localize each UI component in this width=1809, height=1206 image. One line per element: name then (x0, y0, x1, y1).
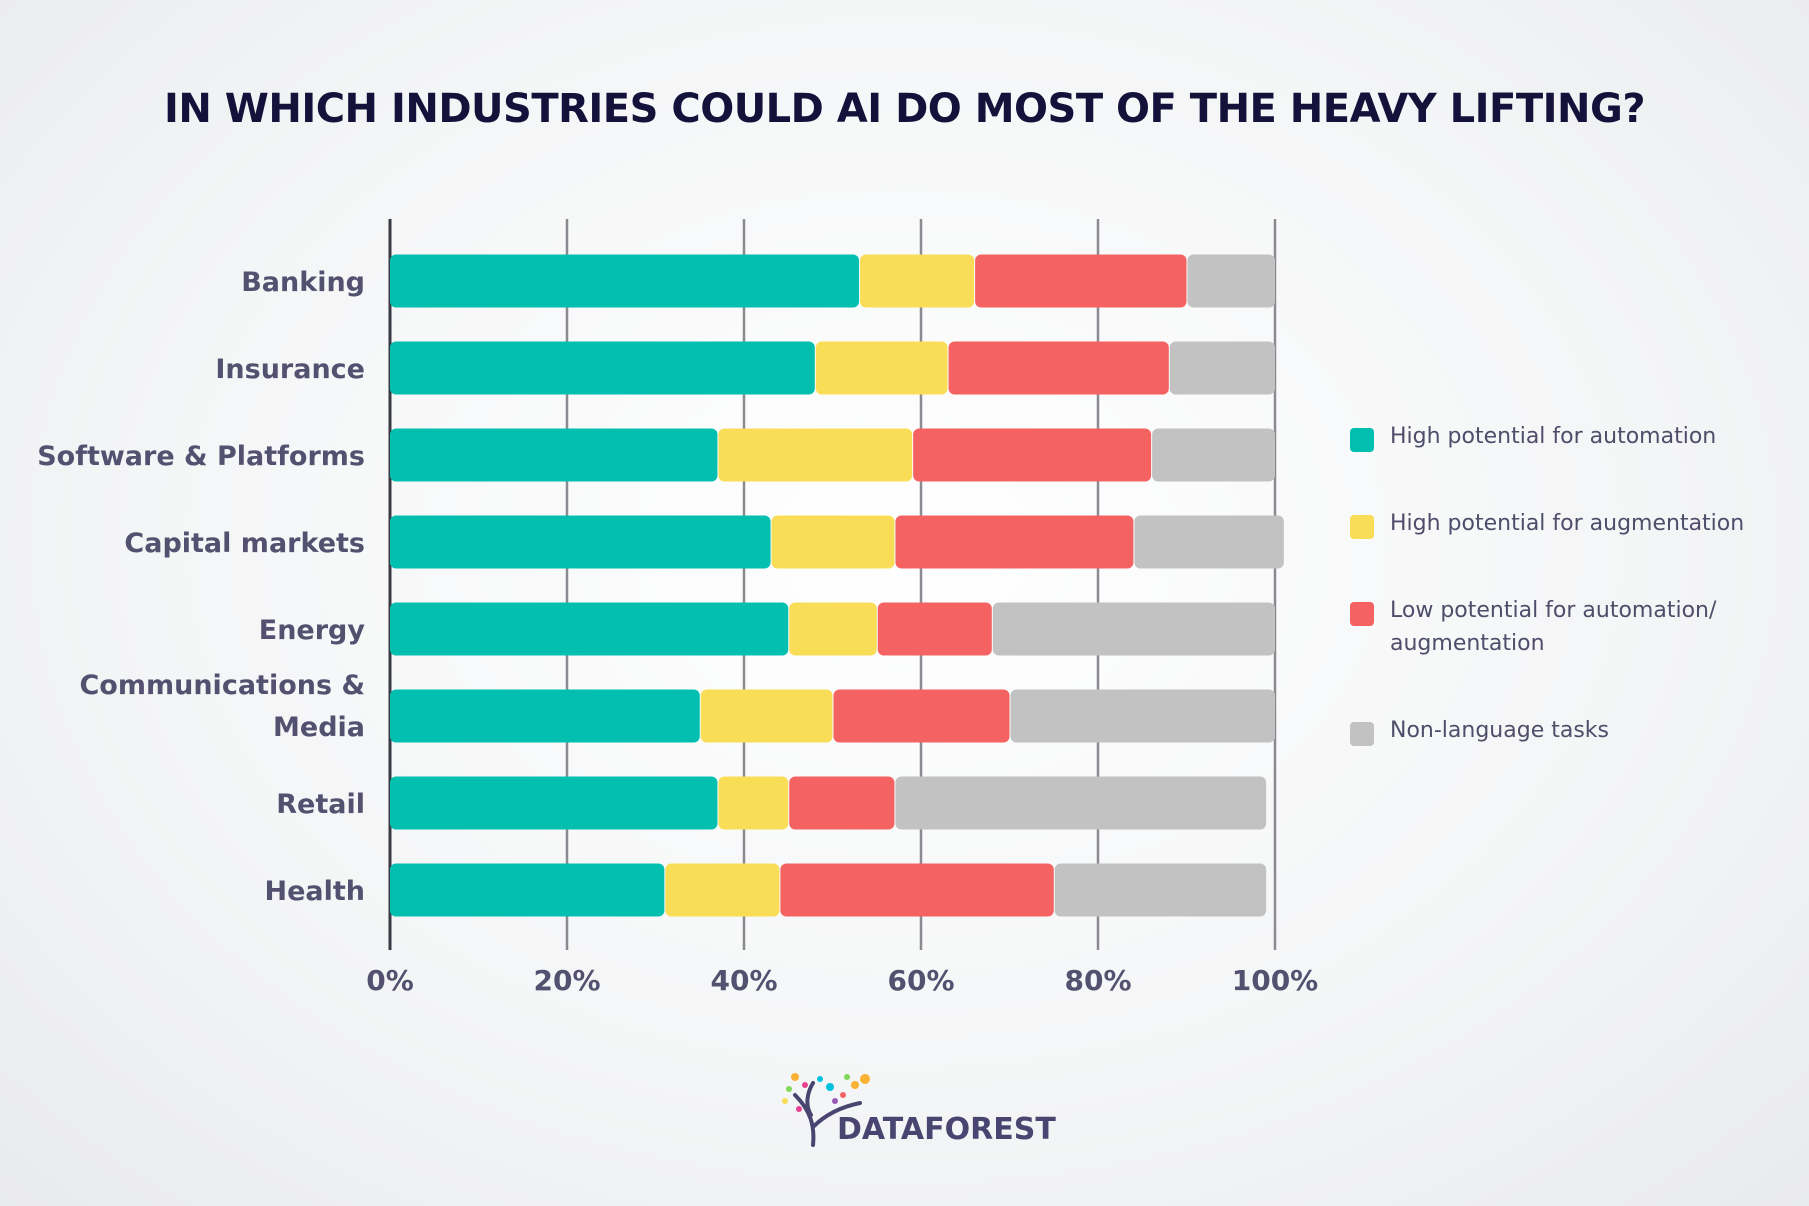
bar-segment (390, 776, 718, 830)
legend-item-non-language: Non-language tasks (1350, 714, 1770, 747)
bar-segment (789, 776, 895, 830)
category-label: Capital markets (124, 528, 365, 559)
bar-segment (948, 341, 1169, 395)
x-tick-label: 0% (366, 964, 414, 997)
bar-segment (665, 863, 780, 917)
bar-segment (700, 689, 833, 743)
bar-segment (718, 776, 789, 830)
bar-segment (895, 515, 1134, 569)
legend-swatch (1350, 602, 1374, 626)
bar-segment (390, 863, 665, 917)
legend-label: Non-language tasks (1390, 718, 1609, 743)
bar-segment (877, 602, 992, 656)
bar-segment (771, 515, 895, 569)
category-label: Communications & (79, 670, 365, 701)
legend-label: Low potential for automation/ augmentati… (1390, 598, 1717, 656)
legend-item-low-potential: Low potential for automation/ augmentati… (1350, 594, 1770, 660)
bar-segment (390, 428, 718, 482)
legend: High potential for automation High poten… (1350, 420, 1770, 801)
bar-segment (390, 341, 815, 395)
legend-swatch (1350, 515, 1374, 539)
category-label: Banking (241, 267, 365, 298)
category-label: Software & Platforms (37, 441, 365, 472)
bar-segment (913, 428, 1152, 482)
bar-segment (992, 602, 1275, 656)
bar-segment (815, 341, 948, 395)
bar-segment (1054, 863, 1267, 917)
logo-text: DATAFOREST (837, 1112, 1056, 1147)
bar-segment (1187, 254, 1275, 308)
x-tick-label: 80% (1064, 964, 1131, 997)
chart-title: IN WHICH INDUSTRIES COULD AI DO MOST OF … (163, 86, 1646, 132)
legend-item-automation: High potential for automation (1350, 420, 1770, 453)
bar-segment (780, 863, 1054, 917)
bar-segment (975, 254, 1187, 308)
legend-label: High potential for augmentation (1390, 511, 1745, 536)
category-label: Retail (276, 789, 365, 820)
dataforest-logo: DATAFOREST (775, 1065, 1056, 1155)
category-label: Health (264, 876, 365, 907)
bar-segment (833, 689, 1010, 743)
bar-segment (1169, 341, 1275, 395)
category-label: Energy (259, 615, 366, 646)
bar-segment (390, 254, 860, 308)
bar-segment (1010, 689, 1275, 743)
legend-swatch (1350, 722, 1374, 746)
bar-segment (895, 776, 1267, 830)
legend-swatch (1350, 428, 1374, 452)
legend-item-augmentation: High potential for augmentation (1350, 507, 1770, 540)
bar-segment (390, 689, 700, 743)
bar-segment (390, 515, 771, 569)
bar-segment (860, 254, 975, 308)
x-tick-label: 20% (533, 964, 600, 997)
bar-segment (718, 428, 913, 482)
bar-segment (1152, 428, 1275, 482)
bar-segment (789, 602, 877, 656)
category-label: Insurance (215, 354, 365, 385)
tree-icon (782, 1073, 870, 1147)
bar-segment (1134, 515, 1284, 569)
x-tick-label: 100% (1232, 964, 1319, 997)
category-label: Media (273, 712, 365, 743)
bar-segment (390, 602, 789, 656)
x-tick-label: 40% (710, 964, 777, 997)
x-tick-label: 60% (887, 964, 954, 997)
legend-label: High potential for automation (1390, 424, 1717, 449)
